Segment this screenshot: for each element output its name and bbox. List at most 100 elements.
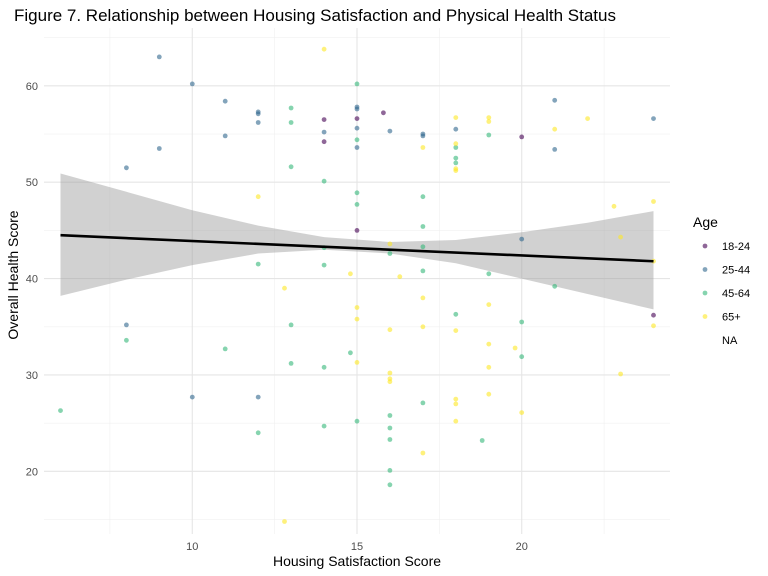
data-point: [486, 341, 492, 347]
data-point: [354, 116, 360, 121]
x-tick-label: 15: [351, 541, 363, 553]
legend-swatch: [702, 290, 708, 296]
trend-line-path: [60, 233, 654, 263]
data-point: [387, 251, 393, 256]
data-point: [453, 155, 459, 161]
data-point: [58, 408, 63, 413]
legend-swatch: [702, 267, 708, 272]
data-point: [420, 194, 426, 200]
legend-label: 18-24: [722, 241, 750, 253]
data-point: [222, 133, 228, 139]
data-point: [282, 519, 287, 524]
data-point: [288, 105, 294, 111]
data-point: [453, 311, 459, 317]
data-point: [651, 116, 656, 121]
data-point: [486, 115, 492, 120]
data-point: [321, 178, 327, 184]
legend-swatch: [702, 314, 708, 319]
data-point: [453, 168, 459, 174]
data-point: [420, 295, 426, 301]
data-point: [348, 350, 353, 356]
data-point: [420, 224, 426, 229]
data-point: [387, 437, 393, 442]
legend-label: 25-44: [722, 265, 750, 277]
data-point: [255, 394, 261, 400]
y-tick-label: 40: [26, 274, 38, 286]
data-point: [420, 145, 426, 150]
data-point: [189, 394, 195, 400]
data-point: [255, 430, 261, 436]
data-point: [486, 302, 492, 307]
y-tick-label: 20: [26, 466, 38, 478]
legend-label: 65+: [722, 312, 741, 324]
data-point: [486, 391, 492, 397]
data-point: [321, 364, 327, 370]
data-point: [618, 371, 623, 377]
y-tick-label: 30: [26, 370, 38, 382]
y-tick-label: 50: [26, 177, 38, 189]
data-point: [387, 482, 393, 488]
data-point: [420, 400, 426, 406]
data-point: [282, 285, 287, 291]
data-point: [618, 234, 623, 240]
data-point: [486, 132, 492, 138]
data-point: [348, 271, 353, 277]
data-point: [354, 137, 360, 143]
data-point: [354, 418, 360, 424]
data-point: [321, 139, 327, 145]
data-point: [255, 111, 261, 117]
data-point: [387, 128, 393, 134]
data-point: [420, 324, 426, 330]
data-point: [552, 147, 558, 152]
data-point: [124, 337, 129, 343]
data-point: [124, 322, 129, 328]
data-point: [321, 117, 327, 122]
data-point: [486, 271, 492, 277]
data-point: [453, 145, 459, 150]
data-point: [222, 346, 228, 352]
legend-label: NA: [722, 335, 738, 347]
data-point: [651, 312, 656, 318]
data-point: [453, 396, 459, 402]
data-points: [58, 46, 656, 524]
trend-line: [60, 233, 654, 263]
data-point: [611, 203, 617, 209]
data-point: [354, 125, 360, 131]
data-point: [354, 81, 360, 87]
x-tick-label: 20: [516, 541, 528, 553]
data-point: [420, 244, 426, 250]
data-point: [156, 146, 162, 151]
data-point: [156, 54, 162, 60]
data-point: [381, 110, 386, 116]
data-point: [486, 119, 492, 124]
data-point: [288, 361, 294, 366]
data-point: [255, 120, 261, 125]
data-point: [189, 81, 195, 87]
data-point: [552, 283, 558, 289]
legend-title: Age: [693, 214, 718, 230]
data-point: [453, 115, 459, 120]
legend-swatch: [702, 243, 708, 249]
data-point: [486, 364, 492, 370]
confidence-band-area: [60, 173, 654, 310]
data-point: [519, 354, 525, 360]
data-point: [387, 370, 393, 376]
data-point: [453, 160, 459, 166]
data-point: [420, 133, 426, 139]
y-tick-label: 60: [26, 81, 38, 93]
data-point: [519, 319, 525, 325]
data-point: [651, 323, 656, 329]
chart-title: Figure 7. Relationship between Housing S…: [14, 6, 616, 25]
data-point: [354, 360, 360, 365]
data-point: [453, 418, 459, 424]
data-point: [321, 423, 327, 429]
data-point: [651, 199, 656, 204]
data-point: [420, 268, 426, 274]
data-point: [354, 106, 360, 112]
data-point: [354, 305, 360, 310]
data-point: [552, 97, 558, 103]
data-point: [354, 228, 360, 233]
data-point: [222, 98, 228, 104]
